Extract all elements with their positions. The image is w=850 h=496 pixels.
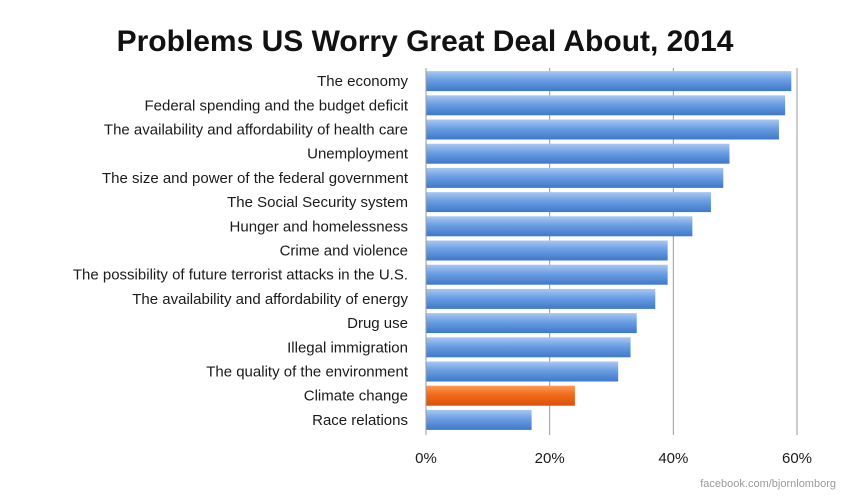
bar bbox=[426, 192, 711, 213]
bar bbox=[426, 119, 779, 140]
category-labels: The economy Federal spending and the budg… bbox=[73, 73, 409, 429]
bar bbox=[426, 71, 792, 92]
category-label: The possibility of future terrorist atta… bbox=[73, 267, 408, 284]
category-label: Drug use bbox=[347, 315, 408, 332]
category-label: Crime and violence bbox=[280, 243, 408, 260]
category-label: Illegal immigration bbox=[287, 339, 408, 356]
category-label: Hunger and homelessness bbox=[230, 218, 408, 235]
bar-highlight bbox=[426, 385, 575, 406]
bar bbox=[426, 313, 637, 334]
category-label: The size and power of the federal govern… bbox=[102, 170, 409, 187]
category-label: Race relations bbox=[312, 412, 408, 429]
bar bbox=[426, 288, 656, 309]
category-label: The economy bbox=[317, 73, 408, 90]
bar bbox=[426, 95, 786, 116]
bar bbox=[426, 216, 693, 237]
category-label: The Social Security system bbox=[227, 194, 408, 211]
bar bbox=[426, 240, 668, 261]
bar bbox=[426, 409, 532, 430]
bar bbox=[426, 167, 724, 188]
bar bbox=[426, 264, 668, 285]
category-label: Climate change bbox=[304, 388, 408, 405]
x-tick-label: 0% bbox=[415, 450, 437, 467]
category-label: Federal spending and the budget deficit bbox=[144, 97, 408, 114]
category-label: The quality of the environment bbox=[206, 364, 409, 381]
x-tick-label: 40% bbox=[658, 450, 688, 467]
category-label: The availability and affordability of he… bbox=[104, 122, 408, 139]
bar bbox=[426, 143, 730, 164]
category-label: The availability and affordability of en… bbox=[132, 291, 408, 308]
bar bbox=[426, 361, 619, 382]
chart-title: Problems US Worry Great Deal About, 2014 bbox=[117, 25, 734, 58]
bar bbox=[426, 337, 631, 358]
x-axis-ticks: 0% 20% 40% 60% bbox=[415, 450, 812, 467]
bar-group bbox=[426, 71, 792, 430]
x-tick-label: 60% bbox=[782, 450, 812, 467]
source-credit: facebook.com/bjornlomborg bbox=[700, 478, 836, 490]
category-label: Unemployment bbox=[307, 146, 409, 163]
x-tick-label: 20% bbox=[535, 450, 565, 467]
